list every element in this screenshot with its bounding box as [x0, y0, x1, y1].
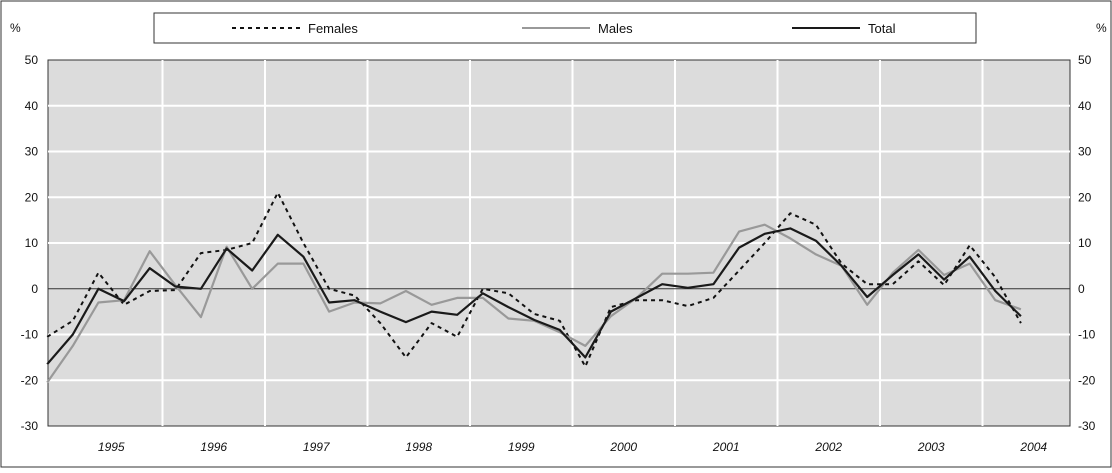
- y-tick-label-right: 20: [1078, 190, 1092, 204]
- x-tick-label-year: 1998: [405, 440, 432, 454]
- y-tick-label-right: 10: [1078, 236, 1092, 250]
- y-tick-label-right: 30: [1078, 145, 1092, 159]
- y-tick-label-right: -20: [1078, 373, 1096, 387]
- y-tick-label-right: 50: [1078, 53, 1092, 67]
- y-tick-label-left: 40: [25, 99, 39, 113]
- y-tick-label-left: 0: [31, 282, 38, 296]
- y-axis-unit-right: %: [1096, 21, 1107, 35]
- x-tick-label-year: 2001: [712, 440, 740, 454]
- x-tick-label-year: 2004: [1019, 440, 1047, 454]
- x-tick-label-year: 2003: [917, 440, 945, 454]
- x-tick-label-year: 1996: [200, 440, 227, 454]
- y-tick-label-right: 40: [1078, 99, 1092, 113]
- y-tick-label-left: 50: [25, 53, 39, 67]
- series-line-total: [46, 227, 1022, 365]
- y-tick-label-right: -30: [1078, 419, 1096, 433]
- y-tick-label-left: -10: [21, 328, 39, 342]
- y-tick-label-left: 20: [25, 190, 39, 204]
- series-line-females: [46, 191, 1022, 368]
- y-tick-label-left: -30: [21, 419, 39, 433]
- y-tick-label-right: 0: [1078, 282, 1085, 296]
- x-tick-label-year: 2002: [814, 440, 842, 454]
- series-layer: [46, 191, 1022, 384]
- x-tick-label-year: 1999: [508, 440, 535, 454]
- x-tick-label-year: 1995: [98, 440, 125, 454]
- tick-labels: 50 50 40 40 30 30 20 20 10 10 0 0 -10 -10 -20 -20 -30 -30…: [10, 21, 1107, 454]
- y-tick-label-left: 10: [25, 236, 39, 250]
- y-tick-label-right: -10: [1078, 328, 1096, 342]
- legend-label-females: Females: [308, 21, 358, 36]
- x-tick-label-year: 2000: [609, 440, 637, 454]
- legend-label-total: Total: [868, 21, 896, 36]
- x-tick-label-year: 1997: [303, 440, 331, 454]
- grid-layer: [48, 60, 1070, 426]
- y-tick-label-left: -20: [21, 373, 39, 387]
- legend-label-males: Males: [598, 21, 633, 36]
- y-tick-label-left: 30: [25, 145, 39, 159]
- y-axis-unit-left: %: [10, 21, 21, 35]
- legend: Females Males Total: [153, 12, 977, 44]
